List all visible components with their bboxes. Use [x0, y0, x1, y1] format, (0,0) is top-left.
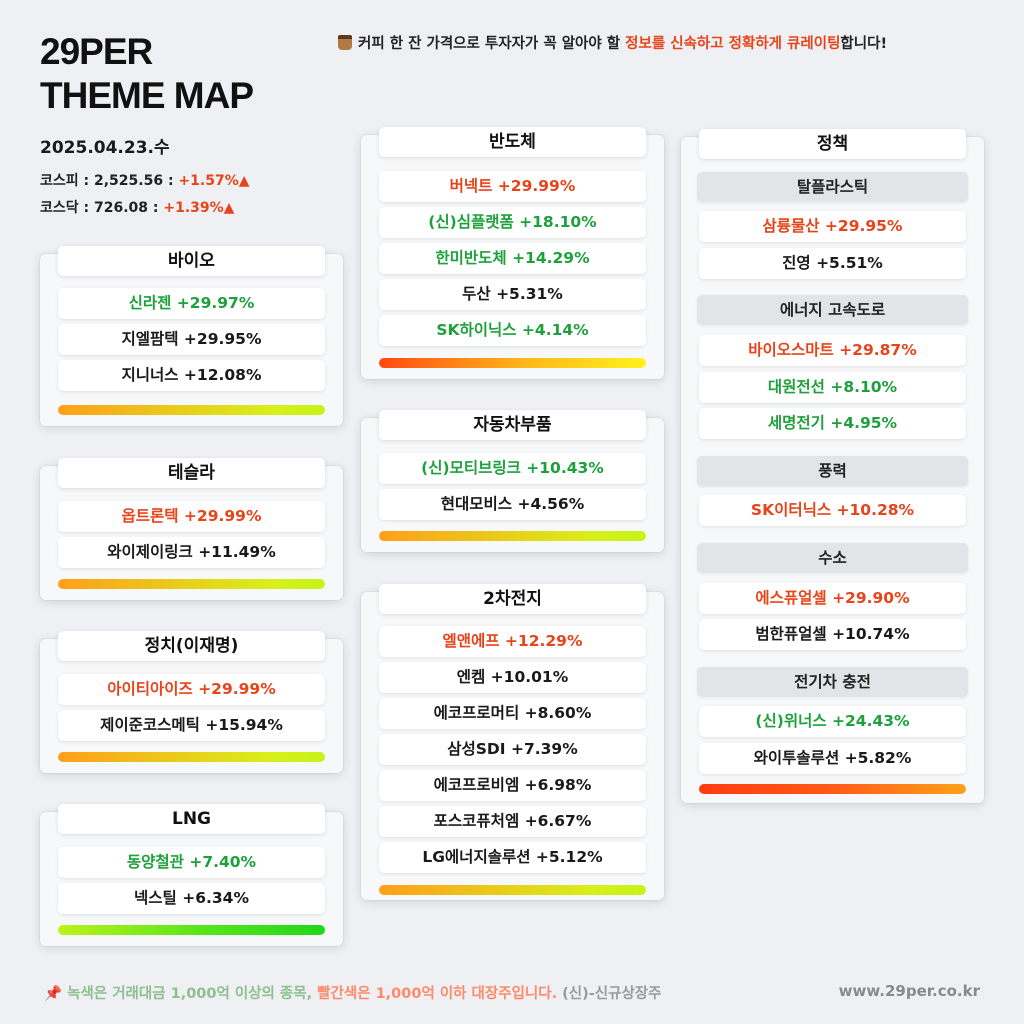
stock-row: 엘앤에프 +12.29% [379, 626, 646, 657]
stock-row: 삼륭물산 +29.95% [699, 211, 966, 242]
sub-theme-header: 수소 [697, 543, 968, 573]
gradient-bar [58, 579, 325, 589]
stock-row: 두산 +5.31% [379, 279, 646, 310]
stock-row: 지엘팜텍 +29.95% [58, 324, 325, 355]
stock-row: 포스코퓨처엠 +6.67% [379, 806, 646, 837]
legend-green-text: 녹색은 거래대금 1,000억 이상의 종목, [67, 986, 318, 1002]
stock-row: 와이투솔루션 +5.82% [699, 743, 966, 774]
stock-row: 신라젠 +29.97% [58, 288, 325, 319]
stock-row: 엔켐 +10.01% [379, 662, 646, 693]
stock-row: 버넥트 +29.99% [379, 171, 646, 202]
theme-card-battery: 2차전지 엘앤에프 +12.29% 엔켐 +10.01% 에코프로머티 +8.6… [361, 584, 664, 900]
theme-title: 테슬라 [58, 458, 325, 488]
gradient-bar [58, 405, 325, 415]
kosdaq-change: +1.39% [163, 200, 224, 216]
stock-row: 지니너스 +12.08% [58, 360, 325, 391]
kospi-index: 코스피 : 2,525.56 : +1.57%▲ [40, 170, 250, 190]
stock-row: SK이터닉스 +10.28% [699, 495, 966, 526]
theme-title: LNG [58, 804, 325, 834]
theme-title: 자동차부품 [379, 410, 646, 440]
stock-row: 동양철관 +7.40% [58, 847, 325, 878]
gradient-bar [699, 784, 966, 794]
stock-row: 범한퓨얼셀 +10.74% [699, 619, 966, 650]
legend-note: 📌 녹색은 거래대금 1,000억 이상의 종목, 빨간색은 1,000억 이하… [44, 982, 661, 1003]
theme-card-auto-parts: 자동차부품 (신)모티브링크 +10.43% 현대모비스 +4.56% [361, 410, 664, 552]
theme-title: 정치(이재명) [58, 631, 325, 661]
theme-card-policy: 정책 탈플라스틱 삼륭물산 +29.95% 진영 +5.51% 에너지 고속도로… [681, 129, 984, 803]
stock-row: 삼성SDI +7.39% [379, 734, 646, 765]
sub-theme-header: 전기차 충전 [697, 667, 968, 697]
stock-row: 대원전선 +8.10% [699, 372, 966, 403]
gradient-bar [379, 358, 646, 368]
stock-row: (신)위너스 +24.43% [699, 706, 966, 737]
theme-card-tesla: 테슬라 옵트론텍 +29.99% 와이제이링크 +11.49% [40, 458, 343, 600]
theme-title: 정책 [699, 129, 966, 159]
tagline-highlight: 정보를 신속하고 정확하게 큐레이팅 [625, 36, 841, 52]
stock-row: 옵트론텍 +29.99% [58, 501, 325, 532]
stock-row: 와이제이링크 +11.49% [58, 537, 325, 568]
stock-row: 에코프로머티 +8.60% [379, 698, 646, 729]
stock-row: 넥스틸 +6.34% [58, 883, 325, 914]
stock-row: 세명전기 +4.95% [699, 408, 966, 439]
website-url[interactable]: www.29per.co.kr [838, 982, 980, 1000]
tagline-part1: 커피 한 잔 가격으로 투자자가 꼭 알아야 할 [358, 36, 626, 52]
pin-icon: 📌 [44, 986, 63, 1002]
stock-row: 에코프로비엠 +6.98% [379, 770, 646, 801]
legend-new-listing-text: (신)-신규상장주 [557, 986, 662, 1002]
theme-card-bio: 바이오 신라젠 +29.97% 지엘팜텍 +29.95% 지니너스 +12.08… [40, 246, 343, 426]
theme-title: 반도체 [379, 127, 646, 157]
stock-row: (신)심플랫폼 +18.10% [379, 207, 646, 238]
kospi-label: 코스피 : 2,525.56 : [40, 173, 179, 189]
gradient-bar [58, 752, 325, 762]
theme-title: 2차전지 [379, 584, 646, 614]
brand-line-1: 29PER [40, 31, 153, 72]
kospi-change: +1.57% [178, 173, 239, 189]
stock-row: 제이준코스메틱 +15.94% [58, 710, 325, 741]
sub-theme-header: 풍력 [697, 456, 968, 486]
gradient-bar [379, 531, 646, 541]
theme-card-politics: 정치(이재명) 아이티아이즈 +29.99% 제이준코스메틱 +15.94% [40, 631, 343, 773]
coffee-cup-icon [338, 35, 352, 50]
tagline-part2: 합니다! [840, 36, 888, 52]
stock-row: 아이티아이즈 +29.99% [58, 674, 325, 705]
stock-row: 한미반도체 +14.29% [379, 243, 646, 274]
stock-row: 현대모비스 +4.56% [379, 489, 646, 520]
up-arrow-icon: ▲ [238, 173, 250, 189]
sub-theme-header: 에너지 고속도로 [697, 295, 968, 325]
gradient-bar [379, 885, 646, 895]
kosdaq-label: 코스닥 : 726.08 : [40, 200, 164, 216]
up-arrow-icon: ▲ [223, 200, 235, 216]
theme-card-semiconductor: 반도체 버넥트 +29.99% (신)심플랫폼 +18.10% 한미반도체 +1… [361, 127, 664, 379]
legend-red-text: 빨간색은 1,000억 이하 대장주입니다. [317, 986, 558, 1002]
brand-line-2: THEME MAP [40, 75, 254, 116]
stock-row: SK하이닉스 +4.14% [379, 315, 646, 346]
sub-theme-header: 탈플라스틱 [697, 172, 968, 202]
theme-title: 바이오 [58, 246, 325, 276]
stock-row: 에스퓨얼셀 +29.90% [699, 583, 966, 614]
gradient-bar [58, 925, 325, 935]
date: 2025.04.23.수 [40, 138, 170, 158]
stock-row: 바이오스마트 +29.87% [699, 335, 966, 366]
stock-row: (신)모티브링크 +10.43% [379, 453, 646, 484]
kosdaq-index: 코스닥 : 726.08 : +1.39%▲ [40, 197, 234, 217]
tagline: 커피 한 잔 가격으로 투자자가 꼭 알아야 할 정보를 신속하고 정확하게 큐… [338, 32, 887, 53]
stock-row: 진영 +5.51% [699, 248, 966, 279]
stock-row: LG에너지솔루션 +5.12% [379, 842, 646, 873]
theme-card-lng: LNG 동양철관 +7.40% 넥스틸 +6.34% [40, 804, 343, 946]
brand-logo: 29PER THEME MAP [40, 30, 254, 118]
